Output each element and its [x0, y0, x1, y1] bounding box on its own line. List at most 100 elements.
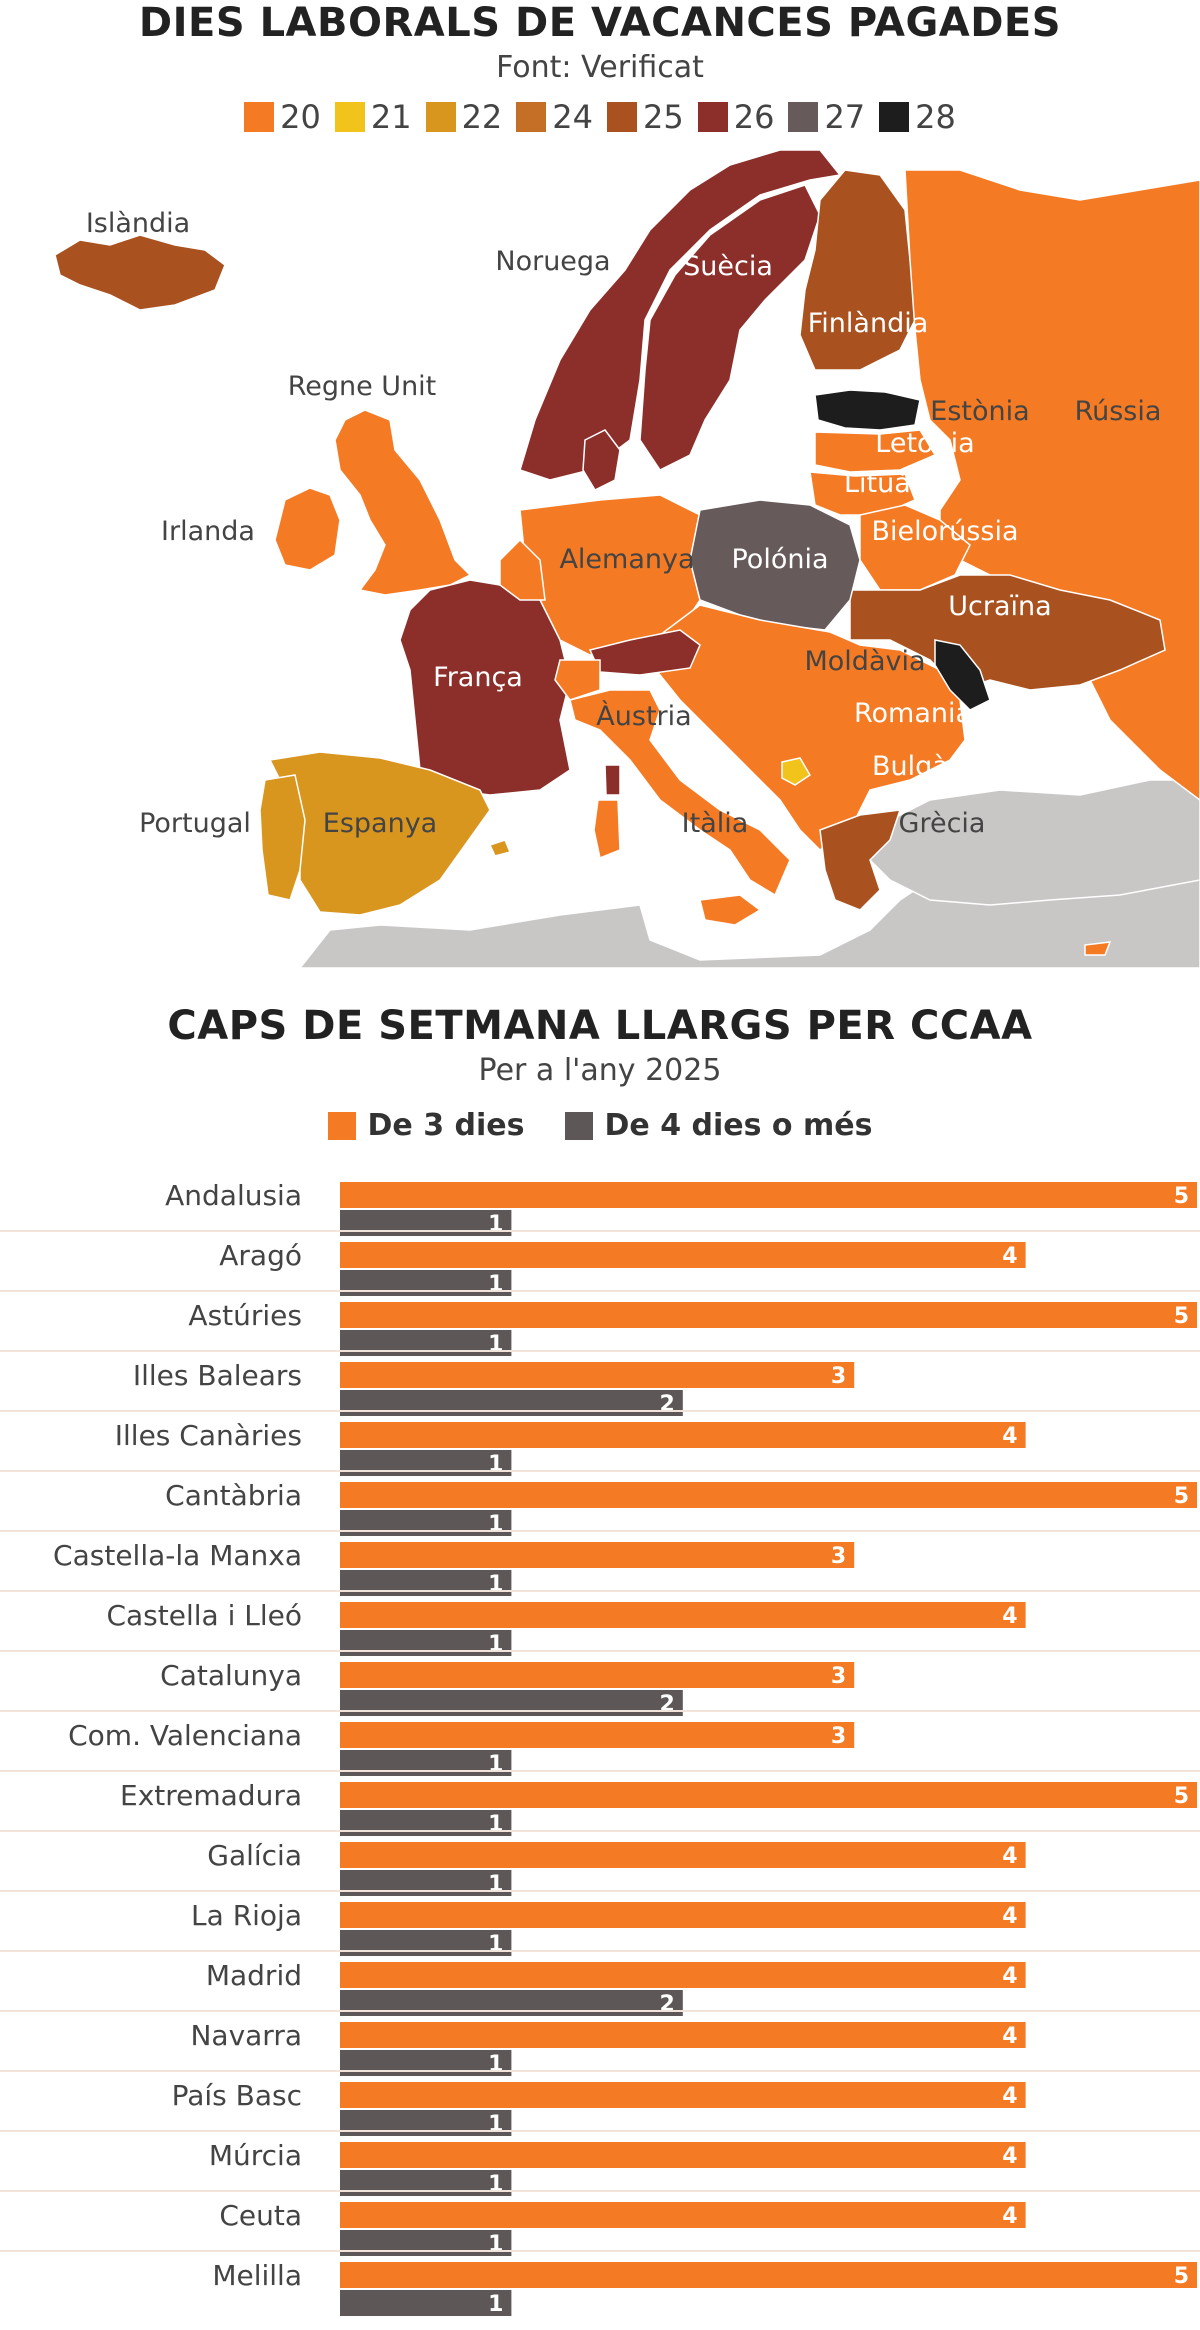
map-other-land-turkey	[869, 779, 1200, 906]
bar-4-days	[340, 2170, 512, 2196]
bar-4-days	[340, 2050, 512, 2076]
map-country-label: Irlanda	[161, 516, 255, 547]
map-country-label: Alemanya	[559, 544, 694, 575]
bar-legend-swatch	[564, 1111, 593, 1140]
map-legend-swatch	[425, 102, 456, 132]
map-estonia	[814, 389, 921, 431]
bar-3-days	[340, 1182, 1197, 1208]
bar-value-label: 3	[831, 1664, 846, 1689]
bar-value-label: 1	[488, 1572, 503, 1597]
map-legend-label: 24	[552, 98, 593, 136]
category-label: Navarra	[190, 2019, 302, 2052]
map-title: DIES LABORALS DE VACANCES PAGADES	[138, 0, 1062, 46]
bar-4-days	[340, 1210, 512, 1236]
map-portugal	[259, 774, 306, 901]
bar-3-days	[340, 1482, 1197, 1508]
bar-4-days	[340, 1390, 683, 1416]
bar-4-days	[340, 1990, 683, 2016]
category-label: Galícia	[207, 1839, 302, 1872]
bar-legend-label: De 4 dies o més	[604, 1108, 873, 1143]
bar-value-label: 3	[831, 1364, 846, 1389]
map-legend-item: 21	[334, 98, 412, 136]
map-sardinia	[593, 799, 621, 860]
map-country-label: Grècia	[899, 808, 986, 839]
map-country-label: Regne Unit	[288, 371, 437, 402]
bar-3-days	[340, 1542, 855, 1568]
map-benelux	[499, 538, 546, 601]
bar-chart: Andalusia 5 1 Aragó 4 1 Astúries 5 1 Illes Balear…	[0, 1179, 1200, 2317]
bar-4-days	[340, 1750, 512, 1776]
bar-4-days	[340, 2230, 512, 2256]
bar-4-days	[340, 1450, 512, 1476]
map-country-label: Noruega	[495, 246, 610, 277]
map-austria	[588, 629, 701, 676]
map-legend-swatch	[334, 102, 365, 132]
map-central-europe	[638, 604, 966, 851]
bar-value-label: 5	[1174, 1304, 1189, 1329]
bar-4-days	[340, 1810, 512, 1836]
bar-3-days	[340, 1902, 1026, 1928]
bar-3-days	[340, 1842, 1026, 1868]
category-label: Aragó	[219, 1239, 302, 1272]
map-sweden	[639, 184, 821, 471]
bar-3-days	[340, 1302, 1197, 1328]
map-country-label: Suècia	[683, 251, 773, 282]
map-legend-item: 25	[607, 98, 684, 136]
map-moldova	[934, 639, 991, 711]
map-legend-swatch	[607, 102, 637, 132]
map-legend-label: 22	[461, 98, 503, 136]
map-poland	[689, 499, 861, 631]
map-country-label: Moldàvia	[804, 646, 925, 677]
category-label: La Rioja	[191, 1899, 302, 1932]
bar-4-days	[340, 1570, 512, 1596]
bar-value-label: 1	[488, 1872, 503, 1897]
bar-value-label: 4	[1002, 1244, 1017, 1269]
bar-4-days	[340, 1270, 512, 1296]
bar-legend-item: De 4 dies o més	[564, 1108, 873, 1143]
bar-value-label: 1	[488, 1812, 503, 1837]
bar-3-days	[340, 1242, 1026, 1268]
map-legend-swatch	[697, 102, 728, 132]
map-legend-item: 20	[244, 98, 321, 136]
bar-value-label: 1	[488, 1752, 503, 1777]
map-corsica	[604, 764, 621, 796]
bar-3-days	[340, 2022, 1026, 2048]
map-country-label: Bielorússia	[871, 516, 1018, 547]
map-country-label: Finlàndia	[808, 308, 929, 339]
map-country-label: Itàlia	[682, 808, 749, 839]
bar-3-days	[340, 2082, 1026, 2108]
category-label: País Basc	[172, 2079, 302, 2112]
bar-value-label: 4	[1002, 2084, 1017, 2109]
category-label: Ceuta	[219, 2199, 302, 2232]
bar-chart-subtitle: Per a l'any 2025	[478, 1053, 722, 1088]
bar-value-label: 1	[488, 1272, 503, 1297]
bar-legend-label: De 3 dies	[367, 1108, 525, 1143]
bar-legend-swatch	[327, 1111, 356, 1140]
bar-value-label: 1	[488, 1932, 503, 1957]
map-legend-swatch	[516, 102, 547, 132]
bar-value-label: 3	[831, 1724, 846, 1749]
map-iceland	[54, 234, 226, 311]
map-country-label: Espanya	[323, 808, 437, 839]
bar-4-days	[340, 1690, 683, 1716]
bar-value-label: 1	[488, 2052, 503, 2077]
category-label: Cantàbria	[165, 1479, 302, 1512]
map-sicily	[699, 894, 762, 926]
bar-4-days	[340, 1510, 512, 1536]
bar-3-days	[340, 1962, 1026, 1988]
bar-4-days	[340, 1630, 512, 1656]
map-country-label: Islàndia	[86, 208, 190, 239]
category-label: Melilla	[212, 2259, 302, 2292]
bar-3-days	[340, 1782, 1197, 1808]
bar-value-label: 2	[659, 1392, 674, 1417]
map-greece	[819, 809, 902, 911]
map-ukraine	[849, 574, 1166, 691]
bar-value-label: 4	[1002, 1604, 1017, 1629]
bar-value-label: 1	[488, 2292, 503, 2317]
bar-value-label: 4	[1002, 1844, 1017, 1869]
map-legend-item: 27	[788, 98, 865, 136]
bar-value-label: 1	[488, 1332, 503, 1357]
category-label: Andalusia	[165, 1179, 302, 1212]
bar-4-days	[340, 2110, 512, 2136]
europe-map-svg: Islàndia Noruega Suècia Finlàndia Estònia Rús…	[54, 149, 1200, 969]
